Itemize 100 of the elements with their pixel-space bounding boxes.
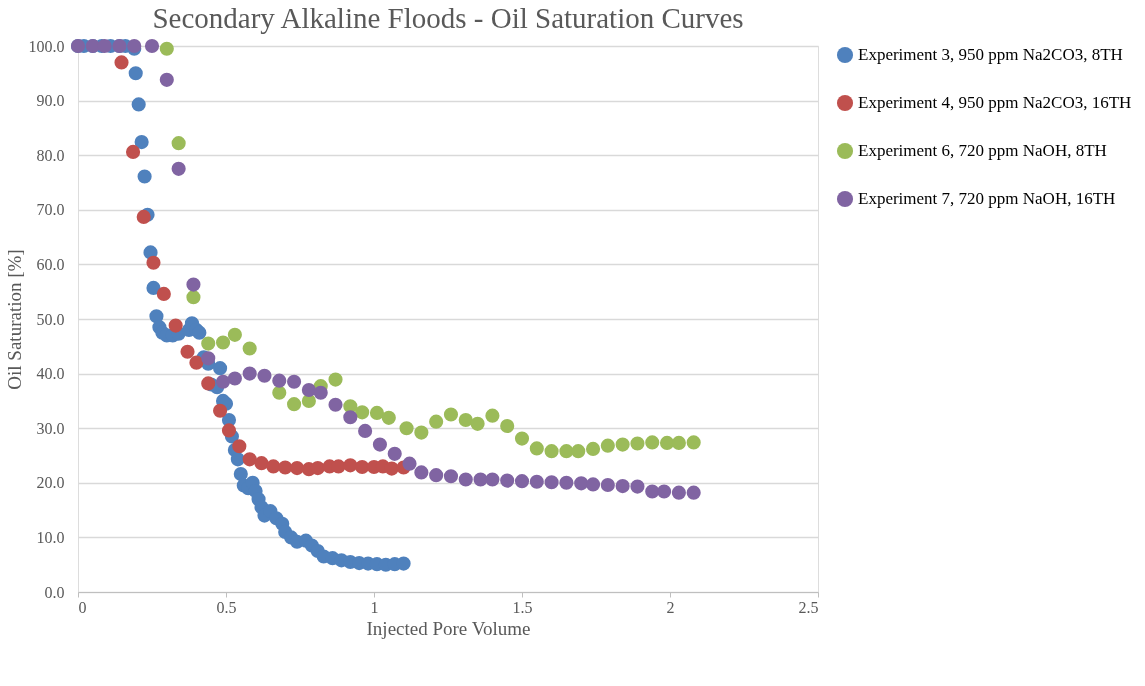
- point: [287, 397, 302, 412]
- point: [473, 472, 488, 487]
- point: [125, 144, 141, 159]
- point: [585, 441, 601, 457]
- point: [189, 355, 204, 370]
- point: [328, 372, 343, 387]
- point: [600, 477, 615, 493]
- y-tick-label: 20.0: [36, 474, 65, 492]
- point: [458, 472, 473, 487]
- point: [186, 277, 201, 292]
- point: [242, 366, 257, 381]
- point: [381, 410, 396, 425]
- point: [402, 456, 417, 471]
- point: [146, 255, 161, 270]
- point: [470, 416, 485, 431]
- point: [369, 405, 385, 420]
- point: [571, 444, 586, 459]
- point: [289, 461, 305, 476]
- y-axis-title: Oil Saturation [%]: [3, 249, 25, 390]
- point: [201, 351, 216, 366]
- y-tick-label: 0.0: [44, 583, 65, 601]
- point: [600, 438, 615, 453]
- point: [227, 327, 242, 342]
- point: [645, 435, 660, 450]
- point: [355, 459, 370, 475]
- y-tick-label: 60.0: [36, 255, 65, 273]
- point: [485, 408, 500, 423]
- point: [387, 446, 402, 461]
- point: [514, 431, 530, 446]
- y-tick-label: 80.0: [36, 146, 65, 164]
- point: [443, 407, 459, 422]
- point: [671, 485, 686, 500]
- point: [615, 479, 630, 494]
- point: [272, 373, 287, 388]
- point: [355, 405, 370, 420]
- point: [671, 435, 686, 450]
- point: [529, 441, 544, 456]
- point: [266, 459, 281, 474]
- legend-label: Experiment 4, 950 ppm Na2CO3, 16TH: [858, 93, 1132, 112]
- point: [630, 436, 645, 451]
- point: [399, 421, 414, 436]
- point: [429, 468, 444, 483]
- point: [180, 344, 195, 359]
- x-tick-label: 1.5: [512, 598, 533, 616]
- y-tick-label: 50.0: [36, 310, 65, 328]
- point: [171, 136, 186, 151]
- point: [657, 484, 672, 499]
- point: [215, 374, 231, 389]
- point: [358, 423, 373, 438]
- point: [343, 458, 358, 473]
- point: [287, 374, 302, 389]
- point: [159, 41, 174, 56]
- x-tick-label: 2: [666, 598, 675, 616]
- point: [384, 461, 399, 476]
- point: [328, 397, 343, 412]
- point: [114, 55, 129, 70]
- point: [186, 290, 201, 305]
- point: [272, 385, 287, 400]
- x-tick-label: 1: [370, 598, 379, 616]
- point: [630, 479, 645, 494]
- y-tick-label: 100.0: [28, 37, 65, 55]
- point: [301, 382, 316, 398]
- point: [242, 452, 257, 467]
- point: [310, 461, 325, 476]
- x-axis-title: Injected Pore Volume: [366, 617, 531, 639]
- point: [500, 473, 515, 488]
- legend-label: Experiment 3, 950 ppm Na2CO3, 8TH: [858, 45, 1123, 64]
- point: [414, 425, 429, 440]
- point: [544, 475, 559, 490]
- point: [458, 412, 473, 428]
- point: [429, 414, 444, 429]
- y-tick-label: 70.0: [36, 201, 65, 219]
- point: [559, 475, 574, 490]
- point: [227, 371, 242, 386]
- point: [686, 485, 701, 500]
- point: [514, 474, 530, 489]
- point: [213, 403, 228, 418]
- x-tick-label: 0: [78, 598, 87, 616]
- chart-title: Secondary Alkaline Floods - Oil Saturation Curves: [152, 2, 744, 34]
- legend-label: Experiment 7, 720 ppm NaOH, 16TH: [858, 189, 1116, 208]
- y-tick-label: 10.0: [36, 528, 65, 546]
- point: [201, 336, 216, 351]
- point: [171, 161, 186, 176]
- point: [215, 335, 231, 350]
- y-tick-label: 40.0: [36, 365, 65, 383]
- point: [585, 477, 601, 492]
- point: [242, 341, 257, 356]
- point: [414, 465, 429, 480]
- point: [659, 435, 675, 450]
- point: [136, 209, 151, 224]
- point: [372, 437, 387, 452]
- point: [159, 72, 174, 87]
- point: [257, 368, 272, 383]
- x-tick-label: 0.5: [216, 598, 237, 616]
- legend-label: Experiment 6, 720 ppm NaOH, 8TH: [858, 141, 1107, 160]
- point: [221, 423, 237, 438]
- point: [529, 474, 544, 489]
- point: [254, 456, 269, 471]
- point: [168, 318, 183, 333]
- point: [485, 472, 500, 487]
